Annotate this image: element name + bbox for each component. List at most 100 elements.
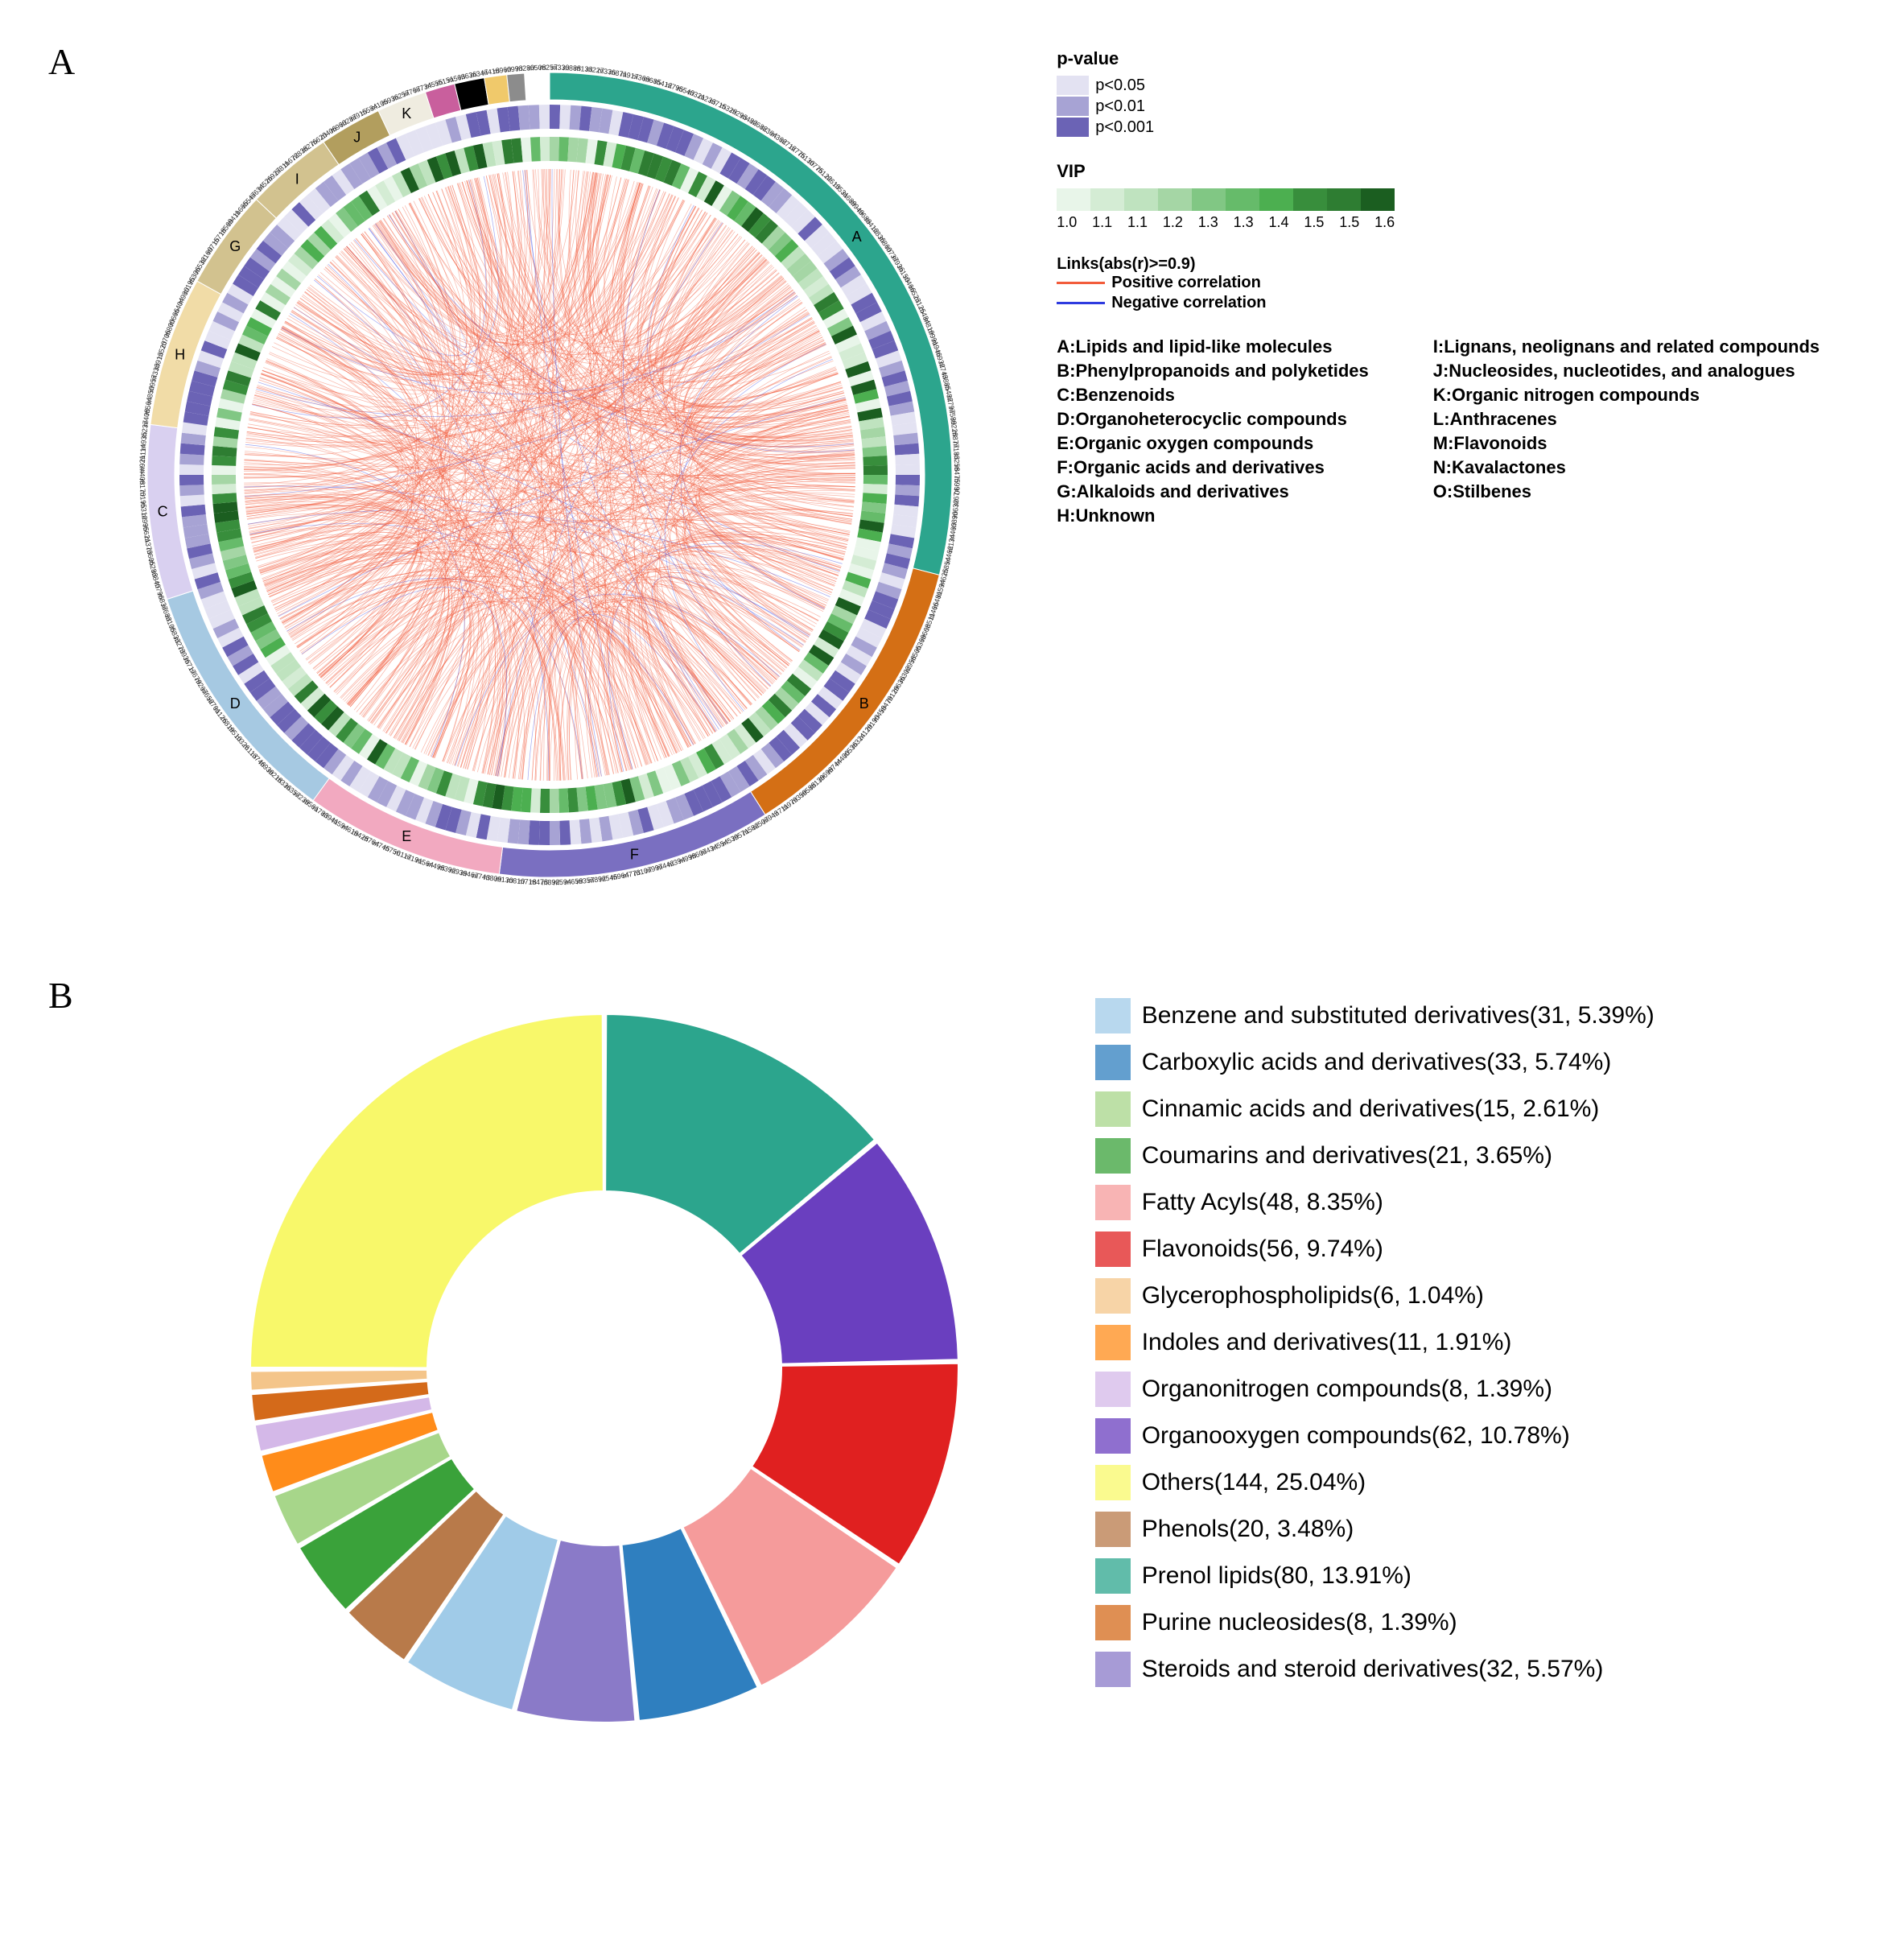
category-key-item: J:Nucleosides, nucleotides, and analogue… — [1433, 361, 1820, 382]
vip-gradient-tick: 1.3 — [1234, 214, 1254, 231]
legend-swatch — [1095, 1045, 1131, 1080]
circos-pvalue-cell — [570, 819, 582, 844]
panel-a-plot: ABFEDCHGIJKm330m888m133m227m336m871m917m… — [107, 32, 992, 918]
donut-legend-item: Prenol lipids(80, 13.91%) — [1095, 1558, 1655, 1594]
circos-category-code: E — [402, 828, 411, 844]
circos-pvalue-cell — [539, 105, 550, 129]
category-key-item: M:Flavonoids — [1433, 433, 1820, 454]
circos-category-code: K — [402, 105, 411, 122]
circos-pvalue-cell — [539, 821, 550, 845]
legend-label: Flavonoids(56, 9.74%) — [1142, 1236, 1383, 1263]
circos-pvalue-cell — [529, 820, 540, 845]
circos-tick-label: m257 — [540, 64, 558, 72]
category-key-item: C:Benzenoids — [1057, 385, 1369, 406]
circos-vip-cell — [558, 788, 569, 812]
category-key: A:Lipids and lipid-like molecules B:Pheny… — [1057, 336, 1856, 526]
category-key-left: A:Lipids and lipid-like molecules B:Pheny… — [1057, 336, 1369, 526]
legend-swatch — [1095, 1512, 1131, 1547]
circos-pvalue-cell — [896, 485, 921, 496]
category-key-right: I:Lignans, neolignans and related compou… — [1433, 336, 1820, 526]
legend-label: p<0.01 — [1095, 97, 1145, 116]
panel-a-label: A — [48, 40, 75, 83]
circos-vip-cell — [530, 788, 541, 812]
vip-gradient-tick: 1.1 — [1127, 214, 1148, 231]
legend-label: Organonitrogen compounds(8, 1.39%) — [1142, 1376, 1552, 1403]
legend-label: Prenol lipids(80, 13.91%) — [1142, 1562, 1412, 1590]
circos-pvalue-cell — [179, 454, 204, 465]
vip-gradient-tick: 1.6 — [1374, 214, 1395, 231]
circos-pvalue-cell — [896, 454, 921, 465]
circos-vip-cell — [212, 456, 236, 466]
donut-legend-item: Cinnamic acids and derivatives(15, 2.61%… — [1095, 1091, 1655, 1127]
category-key-item: G:Alkaloids and derivatives — [1057, 481, 1369, 502]
circos-category-code: H — [175, 347, 185, 363]
legend-line — [1057, 302, 1105, 304]
legend-label: Coumarins and derivatives(21, 3.65%) — [1142, 1142, 1552, 1170]
vip-gradient-cell — [1192, 188, 1226, 211]
donut-legend-item: Organooxygen compounds(62, 10.78%) — [1095, 1418, 1655, 1454]
category-key-item: A:Lipids and lipid-like molecules — [1057, 336, 1369, 357]
donut-legend-item: Phenols(20, 3.48%) — [1095, 1512, 1655, 1547]
circos-category-code: B — [859, 695, 869, 712]
circos-pvalue-cell — [560, 105, 571, 130]
donut-legend: Benzene and substituted derivatives(31, … — [1071, 982, 1679, 1714]
links-legend-entries: Positive correlation Negative correlation — [1057, 274, 1856, 312]
legend-swatch — [1095, 1465, 1131, 1500]
donut-legend-item: Purine nucleosides(8, 1.39%) — [1095, 1605, 1655, 1640]
vip-gradient-cell — [1361, 188, 1395, 211]
category-key-item: D:Organoheterocyclic compounds — [1057, 409, 1369, 430]
donut-legend-item: Benzene and substituted derivatives(31, … — [1095, 998, 1655, 1033]
legend-swatch — [1057, 76, 1089, 95]
vip-gradient-cell — [1259, 188, 1293, 211]
circos-pvalue-cell — [180, 443, 205, 456]
category-key-item: K:Organic nitrogen compounds — [1433, 385, 1820, 406]
circos-category-code: J — [353, 129, 361, 145]
links-legend: Links(abs(r)>=0.9) Positive correlationN… — [1057, 255, 1856, 312]
circos-category-arc — [455, 78, 488, 111]
legend-swatch — [1095, 1185, 1131, 1220]
circos-vip-cell — [863, 456, 888, 466]
circos-pvalue-cell — [560, 820, 571, 845]
category-key-item: B:Phenylpropanoids and polyketides — [1057, 361, 1369, 382]
legend-swatch — [1057, 118, 1089, 137]
legend-label: Glycerophospholipids(6, 1.04%) — [1142, 1282, 1484, 1310]
legend-swatch — [1095, 1605, 1131, 1640]
circos-vip-cell — [863, 465, 888, 475]
circos-pvalue-cell — [179, 464, 204, 475]
donut-chart — [202, 966, 1007, 1771]
category-key-item: L:Anthracenes — [1433, 409, 1820, 430]
circos-category-code: F — [630, 846, 639, 862]
circos-category-code: A — [852, 229, 862, 245]
vip-gradient-ticks: 1.01.11.11.21.31.31.41.51.51.6 — [1057, 214, 1395, 231]
legend-label: Indoles and derivatives(11, 1.91%) — [1142, 1329, 1512, 1356]
donut-legend-item: Fatty Acyls(48, 8.35%) — [1095, 1185, 1655, 1220]
donut-legend-item: Carboxylic acids and derivatives(33, 5.7… — [1095, 1045, 1655, 1080]
circos-vip-cell — [558, 137, 569, 161]
legend-label: Phenols(20, 3.48%) — [1142, 1516, 1354, 1543]
legend-swatch — [1095, 1652, 1131, 1687]
vip-gradient-tick: 1.1 — [1092, 214, 1112, 231]
links-legend-item: Negative correlation — [1057, 294, 1856, 312]
panel-b-label: B — [48, 974, 73, 1017]
panel-b-legend-area: Benzene and substituted derivatives(31, … — [1007, 966, 1856, 1771]
legend-swatch — [1095, 1418, 1131, 1454]
vip-gradient — [1057, 188, 1395, 211]
circos-vip-cell — [212, 484, 236, 494]
panel-b-content: Benzene and substituted derivatives(31, … — [105, 966, 1856, 1771]
vip-gradient-tick: 1.3 — [1198, 214, 1218, 231]
legend-label: Fatty Acyls(48, 8.35%) — [1142, 1189, 1383, 1216]
vip-gradient-cell — [1057, 188, 1090, 211]
circos-pvalue-cell — [550, 821, 560, 845]
links-legend-item: Positive correlation — [1057, 274, 1856, 292]
legend-label: Negative correlation — [1111, 294, 1266, 312]
pvalue-legend-item: p<0.001 — [1057, 118, 1856, 137]
circos-vip-cell — [540, 137, 550, 161]
vip-legend: VIP 1.01.11.11.21.31.31.41.51.51.6 — [1057, 161, 1856, 231]
figure-container: A ABFEDCHGIJKm330m888m133m227m336m871m91… — [48, 32, 1856, 1771]
donut-slice — [250, 1014, 604, 1368]
category-key-item: H:Unknown — [1057, 505, 1369, 526]
vip-legend-title: VIP — [1057, 161, 1856, 182]
vip-gradient-tick: 1.0 — [1057, 214, 1077, 231]
legend-swatch — [1095, 1091, 1131, 1127]
donut-legend-item: Steroids and steroid derivatives(32, 5.5… — [1095, 1652, 1655, 1687]
